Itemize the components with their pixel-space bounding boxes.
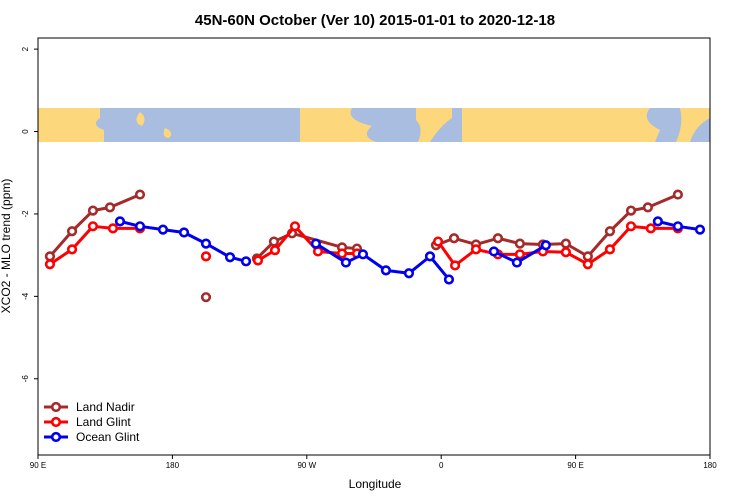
y-tick-label: 2 <box>21 46 30 51</box>
data-point <box>672 189 683 200</box>
data-point <box>240 256 252 267</box>
y-tick-label: -2 <box>21 210 30 218</box>
x-axis-label: Longitude <box>349 477 402 491</box>
data-point <box>694 224 706 235</box>
x-tick-label: 90 W <box>297 461 316 470</box>
data-point <box>224 252 236 263</box>
series-line <box>49 224 678 267</box>
data-point <box>200 251 212 262</box>
data-point <box>336 248 348 259</box>
data-point <box>289 221 301 232</box>
data-point <box>157 224 169 235</box>
legend-marker <box>50 431 62 443</box>
data-point <box>104 202 116 213</box>
data-point <box>403 268 415 279</box>
data-point <box>492 233 504 244</box>
data-point <box>560 238 571 249</box>
data-point <box>514 238 525 249</box>
legend-marker <box>50 401 62 413</box>
data-point <box>672 221 683 232</box>
data-point <box>87 221 99 232</box>
data-point <box>357 249 369 260</box>
data-point <box>604 226 616 237</box>
x-tick-label: 180 <box>703 461 717 470</box>
data-point <box>642 202 653 213</box>
data-point <box>625 221 637 232</box>
data-point <box>252 255 264 266</box>
data-point <box>560 247 571 258</box>
data-point <box>424 251 436 262</box>
y-tick-label: -6 <box>21 375 30 383</box>
data-point <box>269 245 281 256</box>
data-point <box>44 259 56 270</box>
legend-label: Ocean Glint <box>76 430 140 444</box>
data-point <box>582 251 593 262</box>
data-point <box>540 240 551 251</box>
y-tick-label: 0 <box>21 129 30 134</box>
data-point <box>380 265 392 276</box>
data-point <box>200 238 212 249</box>
chart-title: 45N-60N October (Ver 10) 2015-01-01 to 2… <box>195 12 555 29</box>
data-point <box>470 244 482 255</box>
data-point <box>134 221 146 232</box>
data-point <box>448 233 460 244</box>
data-point <box>114 216 126 227</box>
x-tick-label: 90 E <box>567 461 583 470</box>
data-point <box>107 223 119 234</box>
plot-frame <box>37 37 711 456</box>
data-point <box>66 226 78 237</box>
data-point <box>511 257 523 268</box>
data-point <box>514 249 525 260</box>
y-axis-label: XCO2 - MLO trend (ppm) <box>0 179 13 314</box>
data-point <box>449 260 461 271</box>
data-point <box>582 259 593 270</box>
data-point <box>652 216 663 227</box>
x-tick-label: 0 <box>439 461 444 470</box>
data-point <box>604 244 616 255</box>
map-strip <box>38 108 710 142</box>
data-point <box>134 189 146 200</box>
data-point <box>178 227 190 238</box>
legend-label: Land Glint <box>76 415 131 429</box>
data-point <box>625 205 637 216</box>
data-point <box>200 292 212 303</box>
data-point <box>312 246 324 257</box>
data-point <box>87 205 99 216</box>
data-point <box>268 236 280 247</box>
data-point <box>310 238 322 249</box>
data-point <box>645 223 656 234</box>
data-point <box>432 236 444 247</box>
data-point <box>443 274 455 285</box>
data-point <box>488 246 500 257</box>
data-point <box>66 244 78 255</box>
data-point <box>340 257 352 268</box>
x-tick-label: 90 E <box>30 461 46 470</box>
data-point <box>44 251 56 262</box>
legend-label: Land Nadir <box>76 400 135 414</box>
y-tick-label: -4 <box>21 292 30 300</box>
x-tick-label: 180 <box>166 461 180 470</box>
legend-marker <box>50 416 62 428</box>
